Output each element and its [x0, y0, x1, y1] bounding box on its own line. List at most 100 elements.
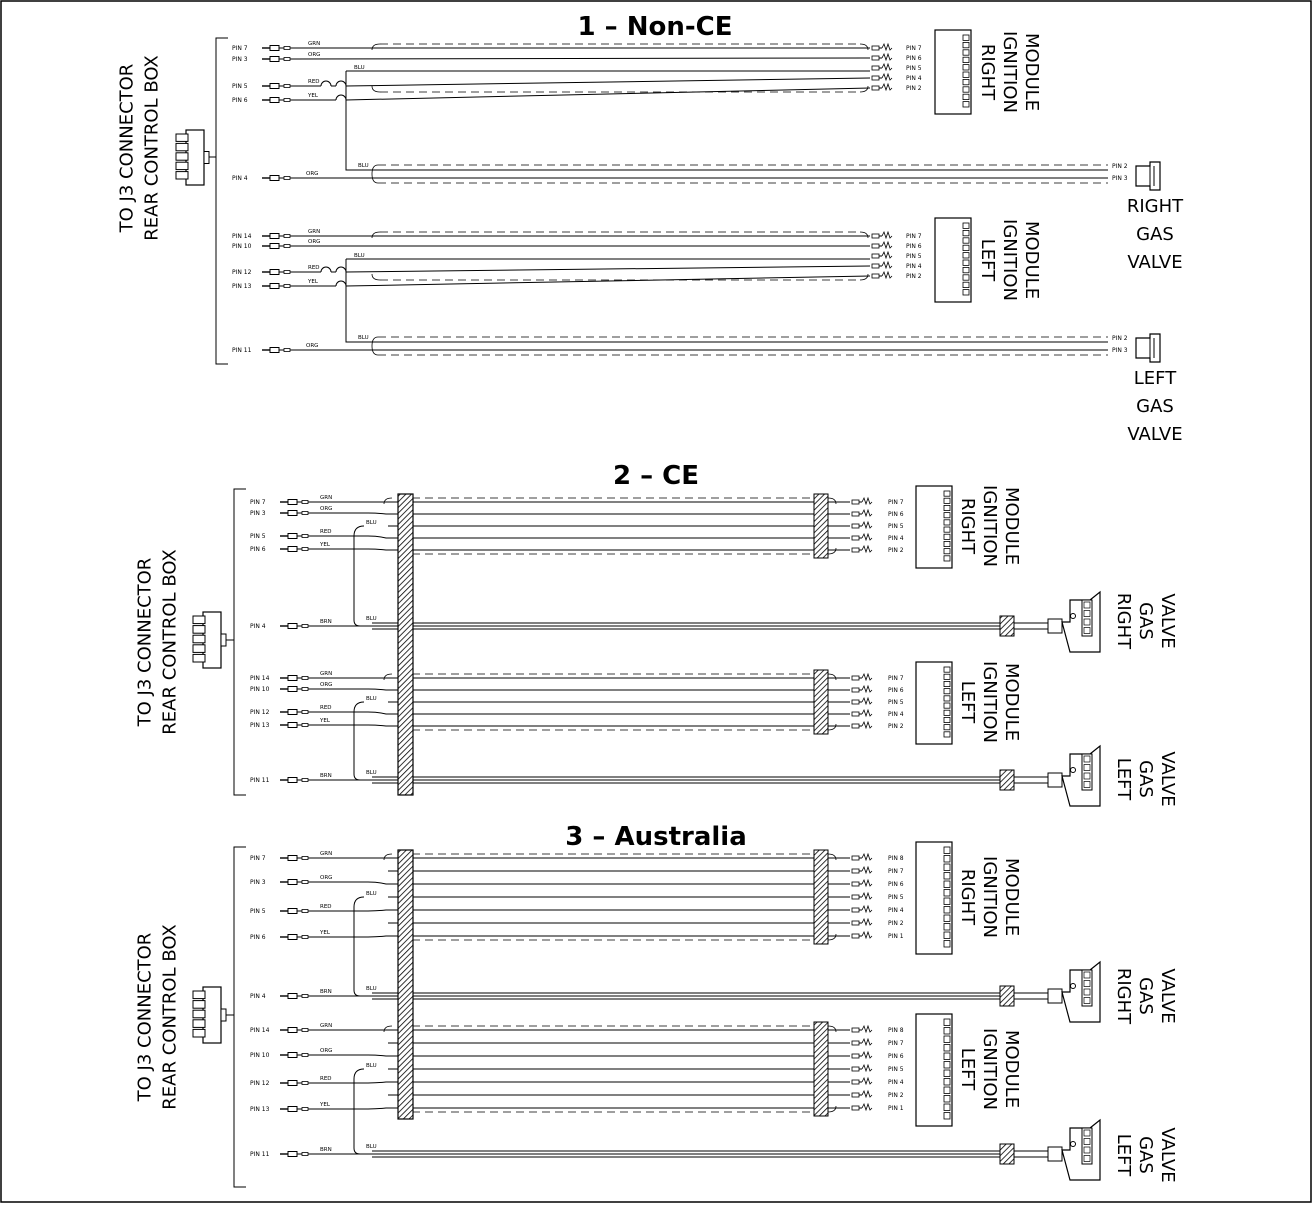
pin-terminal-body [287, 533, 298, 539]
jumper-label: BLU [366, 1063, 377, 1069]
wire-color-label: ORG [320, 1048, 332, 1054]
gas-valve-connector-icon [1061, 1118, 1101, 1181]
module-terminal [871, 263, 880, 269]
module-slot [943, 1027, 951, 1035]
valve-screw [1070, 983, 1076, 989]
module-slot [943, 681, 951, 688]
module-pin-label: PIN 6 [888, 881, 904, 888]
gas-valve-connector-face [1081, 753, 1093, 791]
module-slot [943, 1069, 951, 1077]
harness-label: TO J3 CONNECTOR REAR CONTROL BOX [135, 549, 181, 734]
wire-color-label: YEL [307, 93, 319, 99]
pin-terminal-tip [283, 176, 291, 180]
module-terminal [871, 85, 880, 91]
pin-terminal-tip [283, 234, 291, 238]
module-slot [943, 872, 951, 880]
pin-terminal-body [269, 347, 280, 353]
pin-label: PIN 10 [232, 243, 252, 250]
harness-bracket [215, 37, 228, 365]
module-label-line: LEFT [977, 239, 998, 282]
sleeve-clamp-main [397, 849, 414, 1120]
zigzag [861, 1102, 873, 1112]
pin-label: PIN 3 [250, 879, 266, 886]
module-terminal [851, 1053, 860, 1059]
zigzag [861, 720, 873, 730]
harness-label-line: TO J3 CONNECTOR [135, 933, 156, 1103]
pin-terminal-tip [283, 84, 291, 88]
zigzag [861, 672, 873, 682]
gas-valve-contact [1083, 980, 1091, 987]
module-label: RIGHT IGNITION MODULE [957, 485, 1022, 567]
gas-valve-contact [1083, 627, 1091, 634]
zigzag [881, 42, 893, 52]
module-label-line: MODULE [1021, 33, 1042, 111]
harness-label-line: TO J3 CONNECTOR [117, 64, 138, 234]
sleeve-end [827, 497, 837, 555]
pin-label: PIN 6 [250, 934, 266, 941]
pin-terminal-body [287, 855, 298, 861]
harness-connector-pin [192, 1000, 206, 1009]
module-pin-label: PIN 2 [888, 723, 904, 730]
harness-connector-icon [202, 611, 222, 669]
module-terminal [871, 273, 880, 279]
gas-valve-contact [1083, 610, 1091, 617]
module-slot [943, 889, 951, 897]
module-terminal [851, 894, 860, 900]
pin-terminal-tip [301, 511, 309, 515]
module-terminal [871, 55, 880, 61]
module-pin-label: PIN 5 [888, 894, 904, 901]
harness-connector-pin [192, 1009, 206, 1019]
gas-valve-contact [1083, 764, 1091, 771]
gas-valve-connector-icon [1061, 960, 1101, 1023]
module-pin-label: PIN 5 [888, 523, 904, 530]
wire [308, 711, 850, 715]
pin-terminal-tip [301, 500, 309, 504]
module-terminal [851, 1105, 860, 1111]
sleeve-end [371, 231, 381, 281]
module-terminal [871, 75, 880, 81]
pin-label: PIN 5 [232, 83, 248, 90]
section-ce: 2 – CE TO J3 CONNECTOR REAR CONTROL BOX PIN… [135, 461, 1179, 807]
harness-connector-latch [220, 633, 227, 647]
valve-label-line: GAS [1135, 602, 1156, 640]
gas-valve-contact [1083, 1155, 1091, 1162]
zigzag [861, 930, 873, 940]
module-terminal [851, 511, 860, 517]
valve-label: RIGHT GAS VALVE [1113, 968, 1178, 1025]
module-pin-label: PIN 7 [888, 1040, 904, 1047]
jumper-label: BLU [354, 253, 365, 259]
wire-color-label: RED [308, 265, 320, 271]
sleeve-end [383, 673, 393, 681]
harness-label-line: REAR CONTROL BOX [160, 549, 181, 734]
module-pin-label: PIN 4 [888, 1079, 904, 1086]
module-label-line: IGNITION [999, 219, 1020, 301]
jumper-wire [353, 701, 374, 781]
zigzag [861, 878, 873, 888]
sleeve-clamp [813, 493, 829, 559]
pin-label: PIN 13 [250, 1106, 270, 1113]
module-terminal [851, 868, 860, 874]
wire-hop [335, 280, 347, 287]
wire-color-label: ORG [306, 171, 318, 177]
harness-connector-latch [220, 1008, 227, 1022]
module-pin-label: PIN 4 [888, 535, 904, 542]
zigzag [861, 532, 873, 542]
zigzag [861, 544, 873, 554]
pin-label: PIN 7 [250, 855, 266, 862]
gas-valve-connector-face [1081, 599, 1093, 637]
valve-label: RIGHT GAS VALVE [1113, 593, 1178, 650]
harness-connector-pin [192, 644, 206, 653]
pin-label: PIN 14 [250, 675, 270, 682]
module-label-line: IGNITION [979, 1028, 1000, 1110]
module-pin-label: PIN 4 [906, 263, 922, 270]
pin-terminal-tip [283, 244, 291, 248]
module-terminal [851, 907, 860, 913]
module-slot [943, 695, 951, 702]
module-pin-label: PIN 6 [888, 687, 904, 694]
section-title: 2 – CE [613, 461, 699, 491]
module-pin-label: PIN 4 [888, 711, 904, 718]
zigzag [861, 1024, 873, 1034]
module-slot [943, 1095, 951, 1103]
module-label-line: IGNITION [999, 31, 1020, 113]
module-pin-label: PIN 7 [888, 499, 904, 506]
